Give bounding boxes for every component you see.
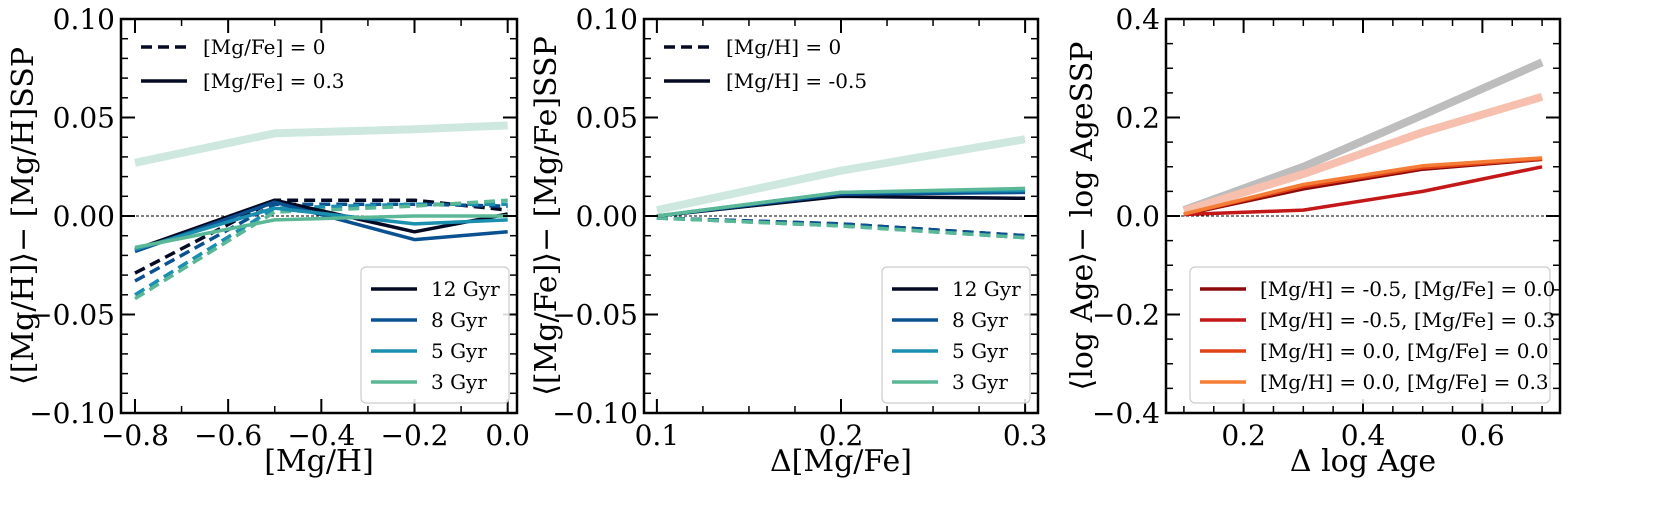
y-tick-label: −0.2 [1092,299,1160,332]
y-tick-label: −0.05 [29,299,115,332]
legend-color-label: 3 Gyr [431,370,487,394]
x-tick-label: 0.2 [819,419,864,452]
series-line-0 [656,135,1026,215]
legend-style-label: [Mg/Fe] = 0 [203,35,325,59]
legend-style-label: [Mg/H] = -0.5 [726,69,867,93]
legend-color-label: [Mg/H] = 0.0, [Mg/Fe] = 0.3 [1260,370,1549,394]
x-tick-label: 0.1 [635,419,680,452]
x-axis-label: Δ log Age [1290,444,1436,479]
legend-color: 12 Gyr 8 Gyr 5 Gyr 3 Gyr [881,266,1031,404]
legend-color-label: 5 Gyr [952,339,1008,363]
x-tick-label: 0.2 [1221,419,1266,452]
legend-style-label: [Mg/H] = 0 [726,35,841,59]
x-tick-label: −0.4 [287,419,355,452]
series-group [134,121,509,301]
y-axis-label: ⟨[Mg/H]⟩− [Mg/H]SSP [6,47,41,385]
legend-color-label: 8 Gyr [952,308,1008,332]
series-line-8 [656,186,1026,218]
series-line-3 [1183,165,1543,217]
ticks: 0.2 0.4 0.6 −0.4 −0.2 0.0 0.2 0.4 [1092,3,1560,452]
x-axis-label: [Mg/H] [264,444,374,479]
series-line-6 [134,200,508,254]
x-axis-label: Δ[Mg/Fe] [770,444,912,479]
plot-frame [119,17,519,415]
series-group [1182,58,1544,217]
y-axis-label: ⟨[Mg/Fe]⟩− [Mg/Fe]SSP [529,36,564,396]
legend-color-label: [Mg/H] = 0.0, [Mg/Fe] = 0.0 [1260,339,1549,363]
legend-style-label: [Mg/Fe] = 0.3 [203,69,345,93]
y-tick-label: 0.00 [576,200,638,233]
y-tick-label: 0.10 [576,3,638,36]
series-line-7 [134,206,508,252]
panel-age: 0.2 0.4 0.6−0.4−0.20.00.20.4Δ log Age⟨log … [1065,3,1562,479]
x-tick-label: −0.2 [381,419,449,452]
legend-color-label: 5 Gyr [431,339,487,363]
series-line-4 [656,216,1026,240]
legend-frame [881,266,1031,404]
panel-mgh: −0.8 −0.6 −0.4 −0.2 0.0 −0.10 −0.05 0.00 0.05 0.1… [6,3,530,479]
legend-frame [360,266,510,404]
y-tick-label: −0.10 [552,397,638,430]
y-tick-label: 0.05 [576,102,638,135]
ticks: 0.1 0.2 0.3 −0.10 −0.05 0.00 0.05 0.10 [552,3,1047,452]
x-tick-label: 0.0 [485,419,530,452]
x-tick-label: 0.4 [1341,419,1386,452]
x-tick-label: 0.3 [1003,419,1048,452]
y-tick-label: 0.4 [1115,3,1160,36]
y-tick-label: −0.4 [1092,397,1160,430]
series-group [656,135,1026,240]
y-tick-label: 0.00 [53,200,115,233]
legend-color: [Mg/H] = -0.5, [Mg/Fe] = 0.0 [Mg/H] = -0.… [1189,266,1555,404]
y-tick-label: 0.0 [1115,200,1160,233]
panel-mgfe: 0.1 0.2 0.3 −0.10 −0.05 0.00 0.05 0.10 Δ[Mg/Fe] ⟨… [529,3,1047,479]
legend-frame [1189,266,1551,404]
series-line-1 [1182,92,1544,215]
y-tick-label: 0.05 [53,102,115,135]
series-line-0 [1182,58,1544,214]
series-line-5 [1183,156,1543,216]
y-tick-label: −0.10 [29,397,115,430]
legend-color-label: 3 Gyr [952,370,1008,394]
legend-linestyle: [Mg/H] = 0 [Mg/H] = -0.5 [664,35,867,93]
x-tick-label: 0.6 [1460,419,1505,452]
series-line-4 [134,198,508,301]
legend-color-label: 12 Gyr [431,277,500,301]
legend-color-label: 12 Gyr [952,277,1021,301]
y-tick-label: −0.05 [552,299,638,332]
legend-color-label: 8 Gyr [431,308,487,332]
legend-color-label: [Mg/H] = -0.5, [Mg/Fe] = 0.3 [1260,308,1555,332]
plot-frame [1164,17,1562,415]
legend-color: 12 Gyr 8 Gyr 5 Gyr 3 Gyr [360,266,510,404]
x-tick-label: −0.8 [101,419,169,452]
y-tick-label: 0.10 [53,3,115,36]
x-tick-label: −0.6 [194,419,262,452]
y-axis-label: ⟨log Age⟩− log AgeSSP [1065,42,1100,391]
legend-color-label: [Mg/H] = -0.5, [Mg/Fe] = 0.0 [1260,277,1555,301]
ticks: −0.8 −0.6 −0.4 −0.2 0.0 −0.10 −0.05 0.00 0.05 0.1… [29,3,530,452]
plot-frame [642,17,1040,415]
series-line-8 [134,214,508,250]
y-tick-label: 0.2 [1115,102,1160,135]
legend-linestyle: [Mg/Fe] = 0 [Mg/Fe] = 0.3 [141,35,345,93]
series-line-0 [134,121,508,167]
